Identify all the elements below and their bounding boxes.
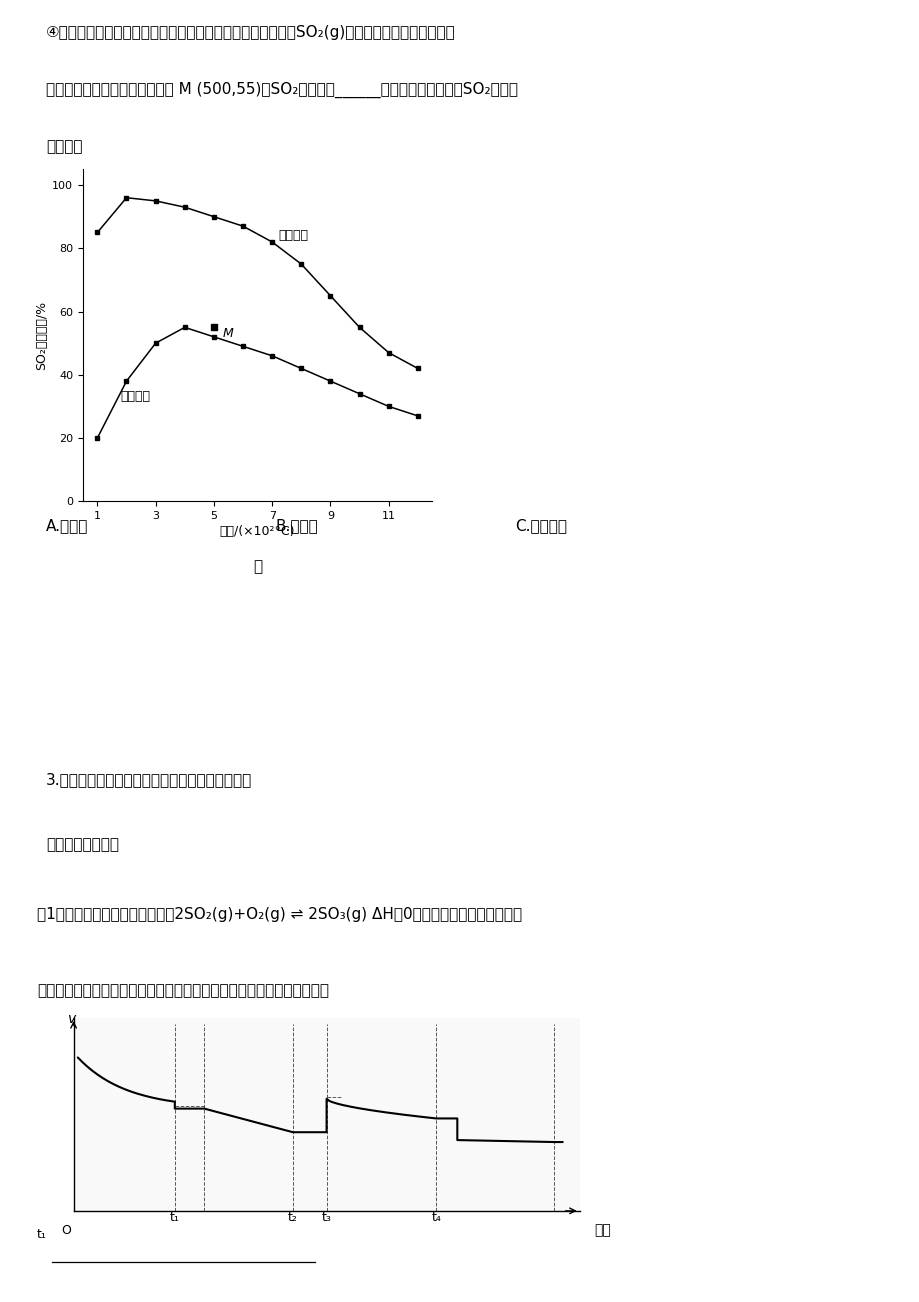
Text: O: O bbox=[61, 1224, 71, 1237]
Text: 时间: 时间 bbox=[595, 1223, 611, 1237]
Text: 3.化学反应速率是化学反应原理的重要组成部分。: 3.化学反应速率是化学反应原理的重要组成部分。 bbox=[46, 772, 252, 788]
Text: M: M bbox=[222, 327, 233, 340]
X-axis label: 温度/(×10²°C): 温度/(×10²°C) bbox=[220, 525, 295, 538]
Text: t₁: t₁ bbox=[170, 1211, 179, 1224]
Text: 转化率。: 转化率。 bbox=[46, 139, 83, 154]
Text: 乙催化剂: 乙催化剂 bbox=[278, 229, 308, 242]
Text: A.可能是: A.可能是 bbox=[46, 518, 88, 534]
Text: 率的变化如图所示，请根据速率的变化回答采取的措施（改变的条件）。: 率的变化如图所示，请根据速率的变化回答采取的措施（改变的条件）。 bbox=[37, 983, 328, 999]
Text: 甲催化剂: 甲催化剂 bbox=[120, 391, 151, 404]
Text: （1）已知一定条件下发生反应：2SO₂(g)+O₂(g) ⇌ 2SO₃(g) ΔH＜0，在反应过程中，正反应速: （1）已知一定条件下发生反应：2SO₂(g)+O₂(g) ⇌ 2SO₃(g) Δ… bbox=[37, 907, 521, 923]
Text: 丙: 丙 bbox=[253, 559, 262, 574]
Text: t₁: t₁ bbox=[37, 1228, 47, 1241]
Text: t₂: t₂ bbox=[288, 1211, 298, 1224]
Text: C.一定不是: C.一定不是 bbox=[515, 518, 567, 534]
Text: B.一定是: B.一定是 bbox=[276, 518, 318, 534]
Text: t₃: t₃ bbox=[322, 1211, 331, 1224]
Text: ④其他条件相同的情况下，在甲、乙两种催化剂作用下，测得SO₂(g)的转化率与温度的关系如图: ④其他条件相同的情况下，在甲、乙两种催化剂作用下，测得SO₂(g)的转化率与温度… bbox=[46, 25, 455, 40]
Text: v: v bbox=[67, 1012, 75, 1026]
Text: t₄: t₄ bbox=[431, 1211, 441, 1224]
Text: 请回答下列问题：: 请回答下列问题： bbox=[46, 837, 119, 853]
Text: 丙所示，在甲催化剂的作用下， M (500,55)点SO₂的转化率______（填序号）该温度下SO₂的平衡: 丙所示，在甲催化剂的作用下， M (500,55)点SO₂的转化率______（… bbox=[46, 82, 517, 98]
Y-axis label: SO₂的转化率/%: SO₂的转化率/% bbox=[35, 301, 48, 370]
